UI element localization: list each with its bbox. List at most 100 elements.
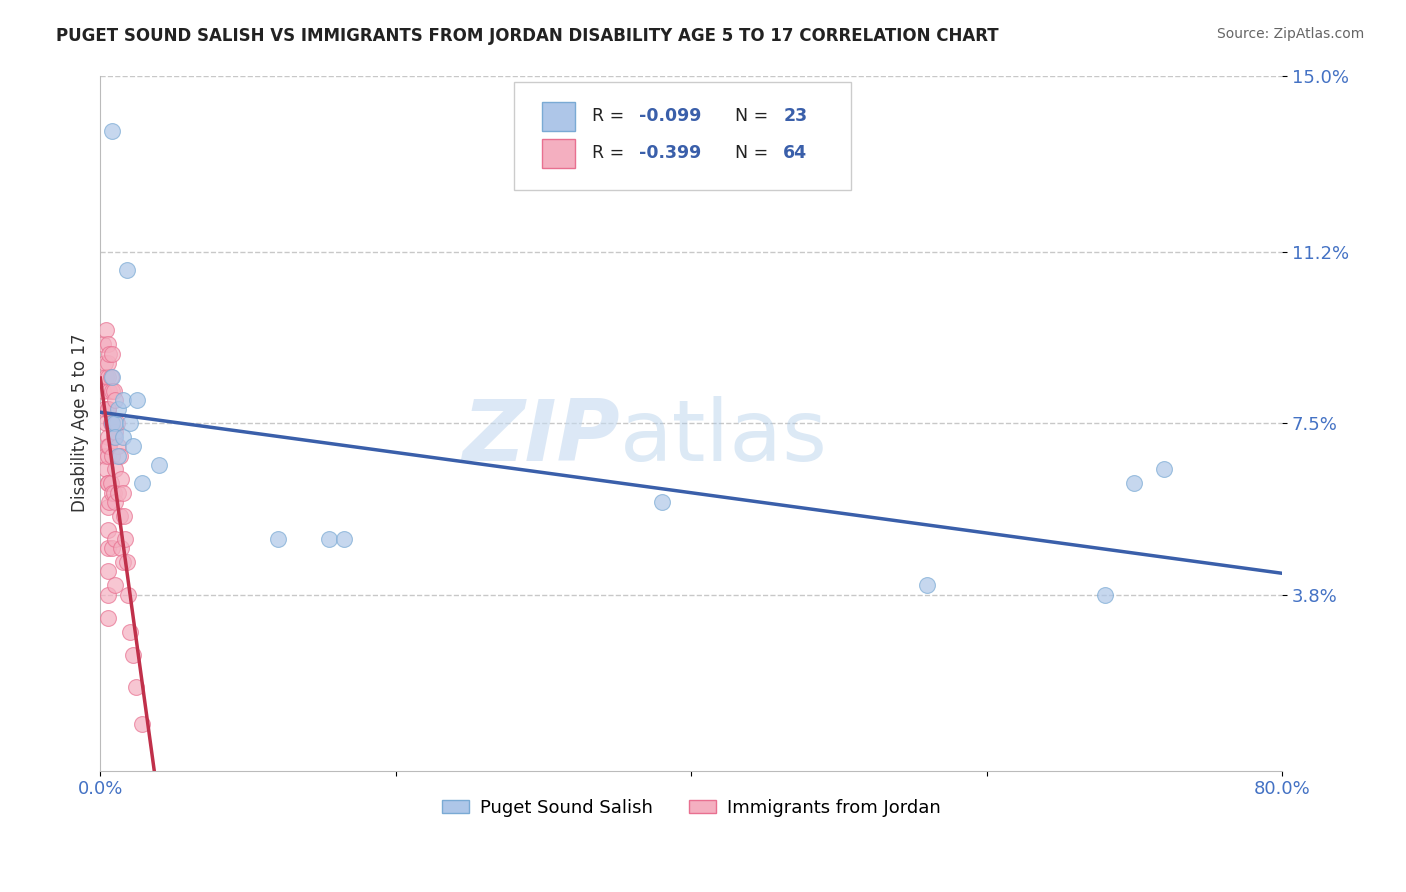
Point — [111, 485, 134, 500]
FancyBboxPatch shape — [515, 82, 851, 190]
Point — [131, 717, 153, 731]
Point — [101, 416, 124, 430]
Text: N =: N = — [724, 145, 773, 162]
Point — [318, 532, 340, 546]
Point — [96, 369, 118, 384]
Point — [97, 439, 120, 453]
Point — [104, 578, 127, 592]
Point — [266, 532, 288, 546]
Point — [110, 472, 132, 486]
Point — [110, 541, 132, 556]
Text: N =: N = — [724, 107, 773, 125]
Point — [97, 523, 120, 537]
Text: -0.399: -0.399 — [640, 145, 702, 162]
Text: 64: 64 — [783, 145, 807, 162]
Point — [111, 392, 134, 407]
Point — [97, 402, 120, 417]
FancyBboxPatch shape — [543, 102, 575, 131]
Y-axis label: Disability Age 5 to 17: Disability Age 5 to 17 — [72, 334, 89, 512]
Point — [98, 384, 121, 398]
Point — [97, 402, 120, 417]
Point — [121, 439, 143, 453]
Point — [94, 449, 117, 463]
Point — [108, 508, 131, 523]
Point — [94, 402, 117, 417]
Point — [97, 449, 120, 463]
Point — [97, 369, 120, 384]
Point — [101, 485, 124, 500]
Point — [97, 565, 120, 579]
Point — [97, 588, 120, 602]
Text: atlas: atlas — [620, 395, 828, 478]
Point — [1153, 462, 1175, 476]
Point — [112, 508, 135, 523]
Point — [117, 588, 139, 602]
Point — [114, 532, 136, 546]
Point — [108, 449, 131, 463]
Text: 23: 23 — [783, 107, 807, 125]
Point — [101, 346, 124, 360]
Point — [100, 416, 122, 430]
Point — [107, 439, 129, 453]
Text: ZIP: ZIP — [463, 395, 620, 478]
Point — [103, 384, 125, 398]
Point — [91, 384, 114, 398]
Point — [115, 555, 138, 569]
Point — [94, 356, 117, 370]
Point — [97, 500, 120, 514]
Point — [101, 369, 124, 384]
Text: R =: R = — [592, 107, 630, 125]
Point — [651, 495, 673, 509]
Point — [125, 680, 148, 694]
Point — [104, 532, 127, 546]
Point — [101, 124, 124, 138]
Point — [148, 458, 170, 472]
Point — [104, 462, 127, 476]
Point — [101, 449, 124, 463]
Point — [104, 425, 127, 440]
Point — [97, 430, 120, 444]
Point — [104, 495, 127, 509]
Point — [111, 430, 134, 444]
Point — [107, 449, 129, 463]
Point — [917, 578, 939, 592]
Text: PUGET SOUND SALISH VS IMMIGRANTS FROM JORDAN DISABILITY AGE 5 TO 17 CORRELATION : PUGET SOUND SALISH VS IMMIGRANTS FROM JO… — [56, 27, 998, 45]
Point — [107, 485, 129, 500]
Point — [333, 532, 356, 546]
Legend: Puget Sound Salish, Immigrants from Jordan: Puget Sound Salish, Immigrants from Jord… — [434, 792, 948, 824]
Point — [91, 337, 114, 351]
Point — [101, 541, 124, 556]
Point — [100, 369, 122, 384]
Point — [121, 648, 143, 662]
Point — [97, 476, 120, 491]
Point — [96, 462, 118, 476]
Point — [96, 416, 118, 430]
Point — [97, 541, 120, 556]
Text: -0.099: -0.099 — [640, 107, 702, 125]
Point — [98, 439, 121, 453]
Point — [111, 555, 134, 569]
Point — [96, 323, 118, 337]
Point — [105, 416, 128, 430]
Point — [97, 611, 120, 625]
Point — [104, 430, 127, 444]
Point — [100, 476, 122, 491]
Point — [97, 356, 120, 370]
Point — [101, 384, 124, 398]
Point — [97, 337, 120, 351]
Point — [1123, 476, 1146, 491]
Text: Source: ZipAtlas.com: Source: ZipAtlas.com — [1216, 27, 1364, 41]
Point — [1094, 588, 1116, 602]
FancyBboxPatch shape — [543, 139, 575, 168]
Point — [118, 416, 141, 430]
Point — [103, 485, 125, 500]
Point — [118, 624, 141, 639]
Text: R =: R = — [592, 145, 630, 162]
Point — [101, 416, 124, 430]
Point — [103, 430, 125, 444]
Point — [131, 476, 153, 491]
Point — [97, 476, 120, 491]
Point — [104, 416, 127, 430]
Point — [107, 402, 129, 417]
Point — [98, 346, 121, 360]
